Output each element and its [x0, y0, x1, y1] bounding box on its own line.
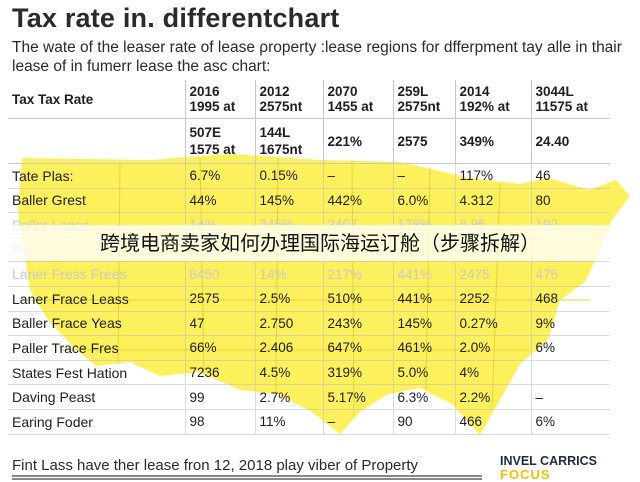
- table-cell: 80: [530, 188, 610, 214]
- table-row: Baller Frace Yeas 47 2.750 243% 145% 0.27% 9%: [8, 311, 610, 337]
- table-cell: 2575: [184, 286, 255, 312]
- table-cell: 0.27%: [454, 311, 531, 337]
- table-cell: 466: [454, 409, 531, 435]
- table-cell: [530, 360, 610, 386]
- table-cell: –: [530, 384, 610, 410]
- row-label: Baller Grest: [8, 188, 185, 214]
- table-row: Paller Trace Fres 66% 2.406 647% 461% 2.0% 6%: [8, 335, 610, 361]
- table-row: States Fest Hation 7236 4.5% 319% 5.0% 4%: [8, 360, 610, 386]
- table-cell: 510%: [322, 286, 393, 312]
- page-subtitle: The wate of the leaser rate of lease ρro…: [12, 39, 622, 75]
- row-label: States Fest Hation: [8, 360, 185, 386]
- table-row: Laner Frace Leass 2575 2.5% 510% 441% 2252 468: [8, 286, 610, 312]
- row-label: Earing Foder: [8, 409, 185, 435]
- header-cell: 2012 2575nt: [254, 80, 323, 119]
- table-row: Daving Peast 99 2.7% 5.17% 6.3% 2.2% –: [8, 384, 610, 410]
- table-cell: 6.0%: [392, 188, 455, 214]
- table-cell: 2.0%: [454, 335, 531, 361]
- table-row: Baller Grest 44% 145% 442% 6.0% 4.312 80: [8, 188, 610, 214]
- table-cell: 475: [530, 261, 610, 287]
- row-label: Daving Peast: [8, 384, 185, 410]
- header-row-label: Tax Tax Rate: [8, 80, 185, 119]
- table-row: Laner Fress Frees 8450 14% 217% 441% 2475 475: [8, 261, 610, 287]
- table-cell: 2.750: [254, 311, 323, 337]
- table-cell: 4.5%: [254, 360, 323, 386]
- table-cell: –: [322, 409, 393, 435]
- table-cell: 2.5%: [254, 286, 323, 312]
- subheader-cell: [8, 118, 185, 164]
- header-cell: 2014 192% at: [454, 80, 531, 119]
- table-cell: 243%: [322, 311, 393, 337]
- brand-sub: FOCUS: [500, 467, 551, 482]
- table-cell: –: [392, 163, 455, 189]
- table-subheader-row: 507E 1575 at 144L 1675nt 221% 2575 349% 24.40: [8, 118, 610, 164]
- subheader-cell: 221%: [322, 118, 393, 164]
- header-cell: 3044L 11575 at: [530, 80, 610, 119]
- table-cell: 46: [530, 163, 610, 189]
- table-cell: 319%: [322, 360, 393, 386]
- table-cell: 8450: [184, 261, 255, 287]
- overlay-banner: 跨境电商卖家如何办理国际海运订舱（步骤拆解）: [0, 225, 640, 261]
- table-cell: 6%: [530, 335, 610, 361]
- table-cell: 647%: [322, 335, 393, 361]
- table-cell: 442%: [322, 188, 393, 214]
- subheader-cell: 507E 1575 at: [184, 118, 255, 164]
- table-cell: 2475: [454, 261, 531, 287]
- brand-logo: INVEL CARRICS FOCUS: [500, 454, 630, 482]
- table-cell: 6.3%: [392, 384, 455, 410]
- row-label: Tate Plas:: [8, 163, 185, 189]
- table-row: Earing Foder 98 11% –90 466 6%: [8, 409, 610, 435]
- table-cell: 468: [530, 286, 610, 312]
- table-cell: 441%: [392, 286, 455, 312]
- table-cell: 461%: [392, 335, 455, 361]
- table-cell: 11%: [254, 409, 323, 435]
- table-cell: 47: [184, 311, 255, 337]
- table-cell: 117%: [454, 163, 531, 189]
- table-cell: 5.0%: [392, 360, 455, 386]
- table-cell: 217%: [322, 261, 393, 287]
- brand-name: INVEL CARRICS: [500, 454, 598, 468]
- subheader-cell: 349%: [454, 118, 531, 164]
- table-cell: 6.7%: [184, 163, 255, 189]
- table-cell: 4.312: [454, 188, 531, 214]
- header-cell: 2070 1455 at: [322, 80, 393, 119]
- table-cell: 2.7%: [254, 384, 323, 410]
- header-cell: 259L 2575nt: [392, 80, 455, 119]
- footer-text: Fint Lass have ther lease fron 12, 2018 …: [12, 457, 419, 474]
- table-header-row: Tax Tax Rate 2016 1995 at 2012 2575nt 2070 …: [8, 80, 610, 119]
- table-cell: 7236: [184, 360, 255, 386]
- table-cell: 98: [184, 409, 255, 435]
- table-cell: 145%: [254, 188, 323, 214]
- row-label: Laner Frace Leass: [8, 286, 185, 312]
- table-cell: 2.406: [254, 335, 323, 361]
- table-cell: 441%: [392, 261, 455, 287]
- footer-cut-text: [12, 474, 482, 480]
- subheader-cell: 2575: [392, 118, 455, 164]
- table-cell: 5.17%: [322, 384, 393, 410]
- table-cell: 6%: [530, 409, 610, 435]
- table-cell: 66%: [184, 335, 255, 361]
- table-cell: 90: [392, 409, 455, 435]
- table-row: Tate Plas: 6.7% 0.15% – –117% 46: [8, 163, 610, 189]
- table-cell: 99: [184, 384, 255, 410]
- row-label: Baller Frace Yeas: [8, 311, 185, 337]
- header-cell: 2016 1995 at: [184, 80, 255, 119]
- row-label: Laner Fress Frees: [8, 261, 185, 287]
- table-cell: 145%: [392, 311, 455, 337]
- table-cell: 2252: [454, 286, 531, 312]
- table-cell: 2.2%: [454, 384, 531, 410]
- page-title: Tax rate in. differentchart: [12, 3, 340, 33]
- subheader-cell: 144L 1675nt: [254, 118, 323, 164]
- row-label: Paller Trace Fres: [8, 335, 185, 361]
- table-cell: 44%: [184, 188, 255, 214]
- table-cell: 9%: [530, 311, 610, 337]
- subheader-cell: 24.40: [530, 118, 610, 164]
- table-cell: 4%: [454, 360, 531, 386]
- table-cell: –: [322, 163, 393, 189]
- table-cell: 0.15%: [254, 163, 323, 189]
- table-cell: 14%: [254, 261, 323, 287]
